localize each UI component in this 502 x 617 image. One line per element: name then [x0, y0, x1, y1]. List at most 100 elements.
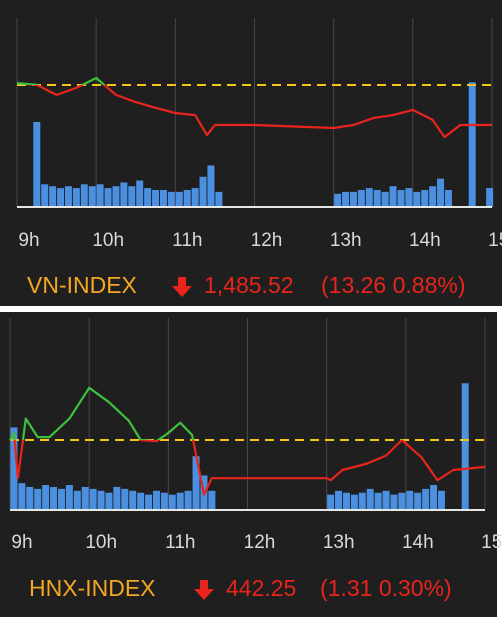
volume-bar — [41, 184, 49, 207]
volume-bar — [175, 191, 183, 207]
volume-bar — [413, 191, 421, 207]
x-tick-label: 9h — [11, 532, 32, 553]
index-change: (1.31 0.30%) — [320, 575, 452, 601]
volume-bar — [145, 494, 153, 510]
volume-bar — [335, 490, 343, 510]
volume-bar — [358, 492, 366, 510]
down-arrow — [194, 580, 214, 600]
volume-bar — [33, 121, 41, 207]
volume-bar — [357, 189, 365, 207]
volume-bar — [389, 186, 397, 207]
volume-bar — [422, 488, 430, 510]
volume-bar — [468, 82, 476, 207]
volume-bar — [430, 485, 438, 510]
volume-bar — [113, 486, 121, 510]
volume-bar — [327, 494, 335, 510]
volume-bar — [64, 186, 72, 207]
price-line — [16, 76, 492, 139]
volume-bar — [461, 383, 469, 510]
volume-bar — [73, 490, 81, 510]
volume-bar — [215, 191, 223, 207]
volume-bar — [89, 488, 97, 510]
volume-bar — [373, 189, 381, 207]
x-tick-label: 11h — [172, 230, 202, 251]
index-value: 442.25 — [226, 575, 296, 601]
x-tick-label: 11h — [165, 532, 195, 553]
volume-bar — [65, 485, 73, 510]
volume-bar — [183, 189, 191, 207]
x-tick-label: 13h — [330, 230, 362, 251]
volume-bar — [207, 165, 215, 207]
volume-bar — [405, 188, 413, 207]
panel — [0, 0, 502, 306]
down-arrow — [172, 277, 192, 297]
x-tick-label: 12h — [251, 230, 283, 251]
volume-bar — [26, 486, 34, 510]
volume-bar — [398, 492, 406, 510]
x-tick-label: 14h — [402, 532, 434, 553]
volume-bar — [444, 189, 452, 207]
volume-bar — [208, 490, 216, 510]
volume-bar — [349, 191, 357, 207]
volume-bar — [72, 188, 80, 207]
volume-bar — [128, 186, 136, 207]
volume-bar — [50, 486, 58, 510]
index-change: (13.26 0.88%) — [321, 272, 465, 298]
volume-bar — [486, 188, 494, 207]
volume-bar — [381, 191, 389, 207]
volume-bar — [382, 490, 390, 510]
volume-bar — [57, 488, 65, 510]
volume-bar — [105, 492, 113, 510]
x-tick-label: 13h — [323, 532, 355, 553]
volume-bar — [365, 188, 373, 207]
volume-bar — [350, 494, 358, 510]
volume-bar — [184, 490, 192, 510]
index-value: 1,485.52 — [204, 272, 294, 298]
volume-bar — [81, 486, 89, 510]
volume-bar — [88, 186, 96, 207]
x-tick-label: 10h — [92, 230, 124, 251]
volume-bar — [342, 191, 350, 207]
volume-bar — [136, 180, 144, 207]
volume-bar — [421, 189, 429, 207]
volume-bar — [96, 184, 104, 207]
volume-bar — [342, 492, 350, 510]
volume-bar — [34, 488, 42, 510]
x-tick-label: 14h — [409, 230, 441, 251]
volume-bar — [168, 494, 176, 510]
volume-bar — [57, 188, 65, 207]
index-name: VN-INDEX — [27, 272, 137, 298]
volume-bar — [152, 189, 160, 207]
x-tick-label: 9h — [18, 230, 39, 251]
x-tick-label: 15h — [488, 230, 502, 251]
volume-bar — [112, 186, 120, 207]
volume-bar — [160, 492, 168, 510]
volume-bar — [374, 492, 382, 510]
volume-bar — [121, 488, 129, 510]
volume-bar — [144, 188, 152, 207]
volume-bar — [191, 188, 199, 207]
volume-bar — [42, 485, 50, 510]
volume-bar — [176, 492, 184, 510]
x-tick-label: 15h — [481, 532, 502, 553]
volume-bar — [120, 182, 128, 207]
volume-bar — [18, 483, 26, 510]
price-line — [9, 386, 486, 496]
volume-bar — [104, 188, 112, 207]
panel — [0, 312, 497, 617]
volume-bar — [49, 186, 57, 207]
volume-bar — [199, 176, 207, 207]
volume-bar — [10, 427, 18, 510]
volume-bar — [167, 191, 175, 207]
volume-bar — [429, 186, 437, 207]
volume-bar — [437, 490, 445, 510]
x-tick-label: 10h — [85, 532, 117, 553]
index-name: HNX-INDEX — [29, 575, 156, 601]
volume-bar — [397, 189, 405, 207]
volume-bar — [80, 184, 88, 207]
volume-bar — [129, 490, 137, 510]
volume-bar — [414, 492, 422, 510]
volume-bar — [390, 494, 398, 510]
